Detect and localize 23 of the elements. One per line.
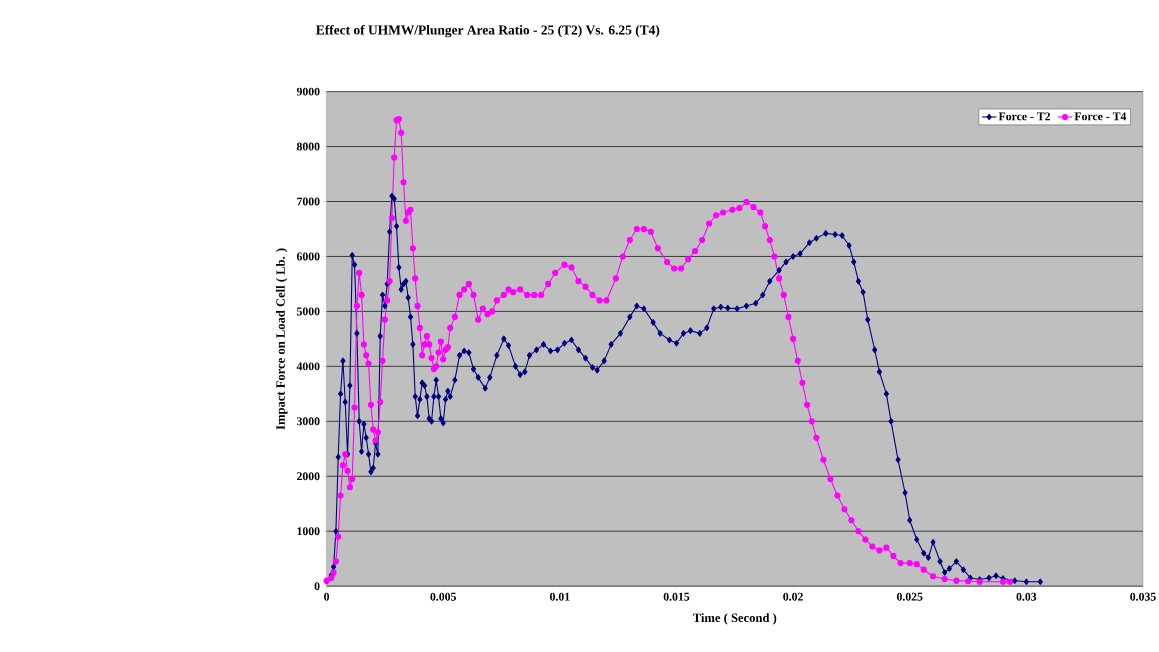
y-tick-label: 1000	[297, 527, 320, 536]
y-tick-label: 2000	[297, 472, 320, 481]
x-axis-title: Time ( Second )	[692, 613, 777, 625]
x-tick-label: 0	[324, 592, 330, 601]
x-tick-label: 0.015	[663, 592, 690, 601]
legend-label: Force - T2	[998, 112, 1051, 121]
y-tick-label: 9000	[296, 87, 320, 96]
y-tick-label: 5000	[296, 307, 320, 316]
y-tick-label: 7000	[297, 197, 320, 206]
chart-title: Effect of UHMW/Plunger Area Ratio - 25 (T2) Vs. 6.25 (T4)	[316, 24, 660, 38]
y-tick-label: 0	[314, 582, 320, 591]
x-tick-label: 0.03	[1016, 592, 1037, 601]
y-axis-title: Impact Force on Load Cell ( Lb. )	[275, 248, 288, 430]
y-tick-label: 3000	[296, 417, 320, 426]
x-tick-label: 0.005	[430, 592, 456, 601]
y-tick-label: 4000	[296, 362, 320, 371]
y-tick-label: 8000	[296, 142, 320, 151]
y-tick-label: 6000	[296, 252, 320, 261]
x-tick-label: 0.02	[783, 592, 803, 601]
legend-label: Force - T4	[1074, 112, 1127, 121]
x-tick-label: 0.035	[1130, 592, 1156, 601]
x-tick-label: 0.01	[550, 592, 570, 601]
x-tick-label: 0.025	[896, 592, 923, 601]
